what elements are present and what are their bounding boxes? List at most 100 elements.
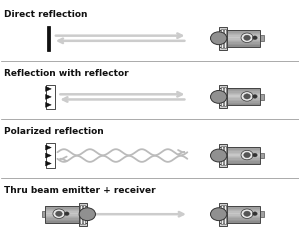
Circle shape [244,94,250,99]
Bar [219,38,260,40]
Bar [46,221,87,223]
Bar [219,88,260,90]
Bar [219,39,260,41]
Bar [219,208,260,210]
Circle shape [253,212,257,216]
Bar [46,206,87,223]
Bar [219,218,260,220]
Circle shape [211,90,227,103]
Polygon shape [46,145,51,150]
Bar [42,211,46,217]
Bar [219,157,260,158]
Bar [46,207,87,209]
Circle shape [244,152,250,158]
Bar [219,30,260,31]
Circle shape [211,32,227,45]
Bar [224,205,226,224]
Bar [224,29,226,48]
Bar [219,147,260,164]
Bar [219,221,260,223]
Bar [221,146,223,165]
Circle shape [244,211,250,216]
Bar [219,155,260,157]
Bar [46,143,55,168]
Bar [260,153,264,159]
Bar [219,85,227,108]
Bar [219,207,260,209]
Bar [219,97,260,98]
Bar [219,213,260,214]
Bar [219,214,260,216]
Bar [46,215,87,217]
Bar [219,148,260,150]
Circle shape [53,209,65,219]
Bar [219,41,260,42]
Bar [219,37,260,38]
Circle shape [56,211,62,216]
Bar [219,27,227,50]
Bar [224,146,226,165]
Bar [219,90,260,91]
Polygon shape [46,161,51,166]
Bar [219,203,227,226]
Bar [219,162,260,164]
Bar [46,214,87,216]
Bar [219,147,260,148]
Bar [46,26,50,51]
Circle shape [211,208,227,221]
Circle shape [79,208,95,221]
Bar [79,203,87,226]
Bar [219,158,260,160]
Bar [219,104,260,105]
Bar [219,211,260,213]
Bar [219,154,260,156]
Circle shape [211,149,227,162]
Bar [80,205,82,224]
Bar [224,87,226,106]
Bar [46,208,87,210]
Bar [219,144,227,167]
Circle shape [241,150,253,160]
Bar [219,150,260,151]
Bar [219,215,260,217]
Circle shape [253,36,257,40]
Bar [219,99,260,101]
Bar [219,93,260,94]
Bar [219,151,260,153]
Bar [219,101,260,102]
Bar [219,217,260,218]
Bar [219,44,260,45]
Text: Polarized reflection: Polarized reflection [4,127,103,136]
Bar [260,211,264,217]
Bar [46,206,87,207]
Bar [219,160,260,161]
Bar [219,34,260,35]
Bar [219,30,260,47]
Bar [46,219,87,221]
Circle shape [241,92,253,101]
Text: Thru beam emitter + receiver: Thru beam emitter + receiver [4,186,155,195]
Bar [219,91,260,93]
Bar [221,205,223,224]
Polygon shape [46,94,51,99]
Bar [46,217,87,218]
Text: Direct reflection: Direct reflection [4,10,87,19]
Bar [219,161,260,163]
Bar [46,213,87,214]
Text: Reflection with reflector: Reflection with reflector [4,69,128,78]
Bar [219,102,260,104]
Bar [219,98,260,100]
Circle shape [241,209,253,219]
Bar [219,32,260,34]
Circle shape [241,33,253,42]
Polygon shape [46,102,51,107]
Bar [219,219,260,221]
Bar [221,29,223,48]
Bar [260,35,264,41]
Circle shape [64,212,69,216]
Bar [46,84,55,109]
Bar [219,31,260,33]
Bar [83,205,85,224]
Bar [219,152,260,154]
Polygon shape [46,86,51,91]
